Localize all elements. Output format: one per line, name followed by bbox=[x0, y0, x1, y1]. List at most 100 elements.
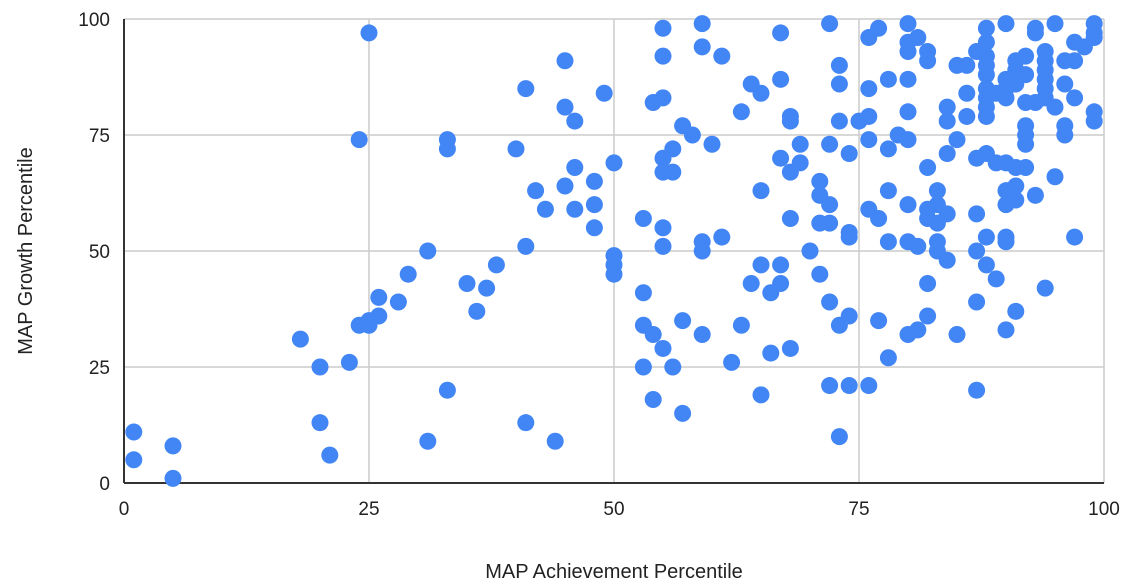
x-axis-title: MAP Achievement Percentile bbox=[485, 561, 743, 581]
data-point bbox=[585, 219, 603, 237]
data-point bbox=[899, 42, 917, 60]
tick-labels: 0 25 50 75 100 0 25 50 75 100 bbox=[78, 10, 1120, 520]
data-point bbox=[419, 242, 437, 260]
data-point bbox=[899, 15, 917, 33]
data-point bbox=[693, 326, 711, 344]
data-point bbox=[772, 24, 790, 42]
data-point bbox=[370, 288, 388, 306]
data-point bbox=[830, 428, 848, 446]
y-axis-title: MAP Growth Percentile bbox=[15, 147, 37, 355]
data-point bbox=[664, 358, 682, 376]
data-point bbox=[291, 330, 309, 348]
data-point bbox=[968, 293, 986, 311]
data-point bbox=[830, 56, 848, 74]
data-point bbox=[664, 140, 682, 158]
data-point bbox=[899, 196, 917, 214]
data-point bbox=[919, 274, 937, 292]
data-point bbox=[713, 47, 731, 65]
x-tick-label: 75 bbox=[848, 499, 869, 520]
data-point bbox=[1007, 177, 1025, 195]
data-point bbox=[1017, 47, 1035, 65]
data-point bbox=[536, 200, 554, 218]
data-point bbox=[517, 80, 535, 98]
data-point bbox=[1017, 66, 1035, 84]
data-point bbox=[742, 274, 760, 292]
data-point bbox=[919, 158, 937, 176]
data-point bbox=[164, 437, 182, 455]
data-point bbox=[1007, 191, 1025, 209]
data-point bbox=[321, 446, 339, 464]
data-point bbox=[683, 126, 701, 144]
data-point bbox=[997, 233, 1015, 251]
data-point bbox=[664, 163, 682, 181]
data-point bbox=[752, 182, 770, 200]
x-tick-label: 0 bbox=[119, 499, 130, 520]
data-point bbox=[419, 432, 437, 450]
data-point bbox=[1066, 228, 1084, 246]
data-point bbox=[566, 200, 584, 218]
data-point bbox=[389, 293, 407, 311]
data-point bbox=[1017, 158, 1035, 176]
data-point bbox=[968, 381, 986, 399]
data-point bbox=[860, 80, 878, 98]
data-point bbox=[879, 233, 897, 251]
data-point bbox=[703, 135, 721, 153]
data-point bbox=[517, 237, 535, 255]
data-point bbox=[938, 98, 956, 116]
data-point bbox=[899, 131, 917, 149]
data-point bbox=[997, 89, 1015, 107]
data-point bbox=[1046, 15, 1064, 33]
data-point bbox=[870, 210, 888, 228]
data-point bbox=[487, 256, 505, 274]
data-point bbox=[654, 19, 672, 37]
data-point bbox=[458, 274, 476, 292]
data-point bbox=[350, 131, 368, 149]
data-point bbox=[311, 358, 329, 376]
data-point bbox=[732, 103, 750, 121]
data-point bbox=[938, 205, 956, 223]
data-point bbox=[654, 47, 672, 65]
data-point bbox=[860, 107, 878, 125]
y-tick-label: 25 bbox=[89, 358, 110, 379]
data-point bbox=[693, 15, 711, 33]
data-point bbox=[556, 98, 574, 116]
data-point bbox=[938, 112, 956, 130]
data-point bbox=[821, 214, 839, 232]
data-point bbox=[595, 84, 613, 102]
data-point bbox=[840, 145, 858, 163]
data-point bbox=[517, 414, 535, 432]
data-point bbox=[830, 75, 848, 93]
data-point bbox=[125, 451, 143, 469]
data-point bbox=[674, 404, 692, 422]
data-point bbox=[370, 307, 388, 325]
y-tick-label: 75 bbox=[89, 126, 110, 147]
data-point bbox=[772, 256, 790, 274]
data-point bbox=[438, 140, 456, 158]
data-point bbox=[752, 256, 770, 274]
data-point bbox=[909, 29, 927, 47]
data-point bbox=[478, 279, 496, 297]
data-point bbox=[723, 353, 741, 371]
data-point bbox=[909, 321, 927, 339]
data-point bbox=[840, 307, 858, 325]
data-point bbox=[821, 135, 839, 153]
data-point bbox=[693, 242, 711, 260]
data-point bbox=[634, 210, 652, 228]
data-point bbox=[546, 432, 564, 450]
data-point bbox=[948, 131, 966, 149]
data-point bbox=[1056, 126, 1074, 144]
data-point bbox=[879, 140, 897, 158]
data-point bbox=[438, 381, 456, 399]
data-point bbox=[772, 70, 790, 88]
data-points bbox=[125, 15, 1103, 487]
data-point bbox=[840, 377, 858, 395]
data-point bbox=[899, 70, 917, 88]
data-point bbox=[644, 326, 662, 344]
y-tick-label: 0 bbox=[99, 474, 110, 495]
data-point bbox=[821, 377, 839, 395]
data-point bbox=[1066, 89, 1084, 107]
data-point bbox=[527, 182, 545, 200]
data-point bbox=[997, 15, 1015, 33]
data-point bbox=[909, 237, 927, 255]
data-point bbox=[968, 242, 986, 260]
